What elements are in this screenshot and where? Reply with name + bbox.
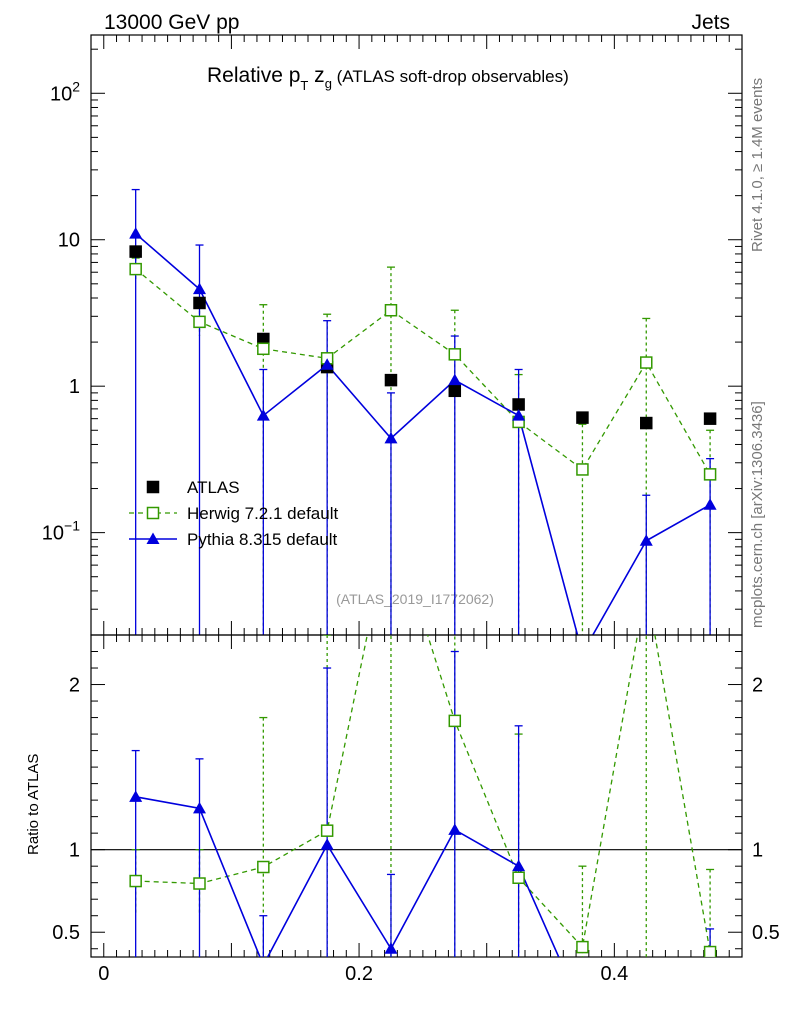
pythia-ratio-point (448, 823, 462, 835)
pythia-ratio-point (576, 1004, 589, 1016)
ratio-tick-label: 0.5 (752, 922, 780, 944)
atlas-point (193, 296, 206, 310)
herwig-ratio-point (257, 860, 270, 874)
plot-title: Relative pT zg (ATLAS soft-drop observab… (207, 64, 569, 93)
y-tick-label: 10−1 (42, 518, 80, 545)
herwig-point (129, 262, 142, 276)
y-tick-label: 102 (50, 78, 80, 105)
y-tick-label: 1 (69, 376, 80, 398)
herwig-ratio-point (703, 945, 717, 957)
atlas-point (576, 411, 589, 424)
pythia-ratio-point (129, 790, 143, 802)
pythia-ratio-point (320, 838, 334, 850)
pythia-point (639, 534, 653, 546)
y-tick-label: 10 (58, 230, 80, 252)
herwig-ratio-point (129, 874, 142, 888)
pythia-point (320, 358, 334, 370)
pythia-ratio-point (193, 801, 206, 814)
herwig-point (448, 348, 462, 361)
herwig-ratio-point (448, 714, 462, 728)
atlas-point (512, 398, 525, 411)
atlas-point (384, 373, 398, 387)
rivet-label: Rivet 4.1.0, ≥ 1.4M events (749, 78, 766, 252)
herwig-ratio-point (193, 877, 206, 890)
atlas-point (640, 416, 653, 430)
atlas-point (129, 245, 142, 258)
legend-atlas-marker (146, 480, 160, 494)
pythia-point (512, 409, 526, 421)
herwig-point (640, 356, 653, 369)
pythia-ratio-point (384, 942, 398, 954)
mcplots-label: mcplots.cern.ch [arXiv:1306.3436] (749, 401, 766, 628)
pythia-ratio-point (512, 859, 526, 872)
pythia-ratio-point (257, 959, 270, 971)
legend-herwig-marker (146, 506, 160, 520)
legend-label: Pythia 8.315 default (187, 530, 338, 549)
herwig-point (576, 463, 589, 476)
main-data (129, 188, 717, 659)
pythia-ratio-point (704, 965, 717, 977)
header-left: 13000 GeV pp (104, 11, 239, 34)
pythia-ratio-line (135, 796, 560, 957)
legend-label: Herwig 7.2.1 default (187, 504, 338, 523)
header-right: Jets (691, 11, 730, 34)
pythia-point (576, 647, 589, 659)
legend: ATLAS Herwig 7.2.1 default Pythia 8.315 de… (129, 478, 338, 549)
atlas-point (448, 384, 462, 398)
pythia-point (129, 227, 143, 239)
pythia-ratio-point (640, 982, 653, 994)
x-tick-label: 0.4 (600, 963, 628, 985)
herwig-ratio-point (320, 824, 334, 837)
y-tick-exp: 2 (72, 78, 80, 94)
herwig-point (384, 303, 398, 317)
herwig-ratio-line (135, 635, 711, 953)
herwig-line (135, 268, 711, 475)
ratio-frame (90, 634, 743, 958)
ratio-tick-label: 1 (69, 840, 80, 862)
legend-pythia-marker (146, 532, 160, 544)
pythia-point (193, 282, 206, 295)
herwig-point (703, 468, 717, 481)
y-tick-base: 10 (50, 83, 72, 105)
x-tick-label: 0 (98, 963, 109, 985)
y-tick-base: 1 (69, 376, 80, 398)
herwig-point (257, 342, 270, 356)
atlas-point (703, 412, 717, 425)
pythia-line (135, 233, 711, 635)
ratio-tick-label: 1 (752, 840, 763, 862)
pythia-point (384, 431, 398, 444)
ratio-tick-label: 2 (69, 675, 80, 697)
herwig-point (193, 315, 206, 329)
ratio-data (129, 635, 717, 1016)
ratio-tick-label: 2 (752, 675, 763, 697)
pythia-point (256, 409, 270, 421)
ratio-ylabel: Ratio to ATLAS (25, 754, 42, 855)
y-tick-exp: −1 (64, 518, 80, 534)
x-tick-label: 0.2 (345, 963, 373, 985)
pythia-point (703, 498, 717, 510)
analysis-id: (ATLAS_2019_I1772062) (336, 591, 494, 607)
herwig-ratio-point (512, 871, 525, 884)
ratio-tick-label: 0.5 (52, 922, 80, 944)
y-tick-base: 10 (58, 230, 80, 252)
ratio-plot: 0 0.2 0.4 0.5 0.5 1 1 2 2 (52, 634, 780, 1016)
pythia-point (448, 373, 462, 386)
legend-label: ATLAS (187, 478, 240, 497)
y-tick-base: 10 (42, 523, 64, 545)
herwig-ratio-point (576, 940, 589, 954)
